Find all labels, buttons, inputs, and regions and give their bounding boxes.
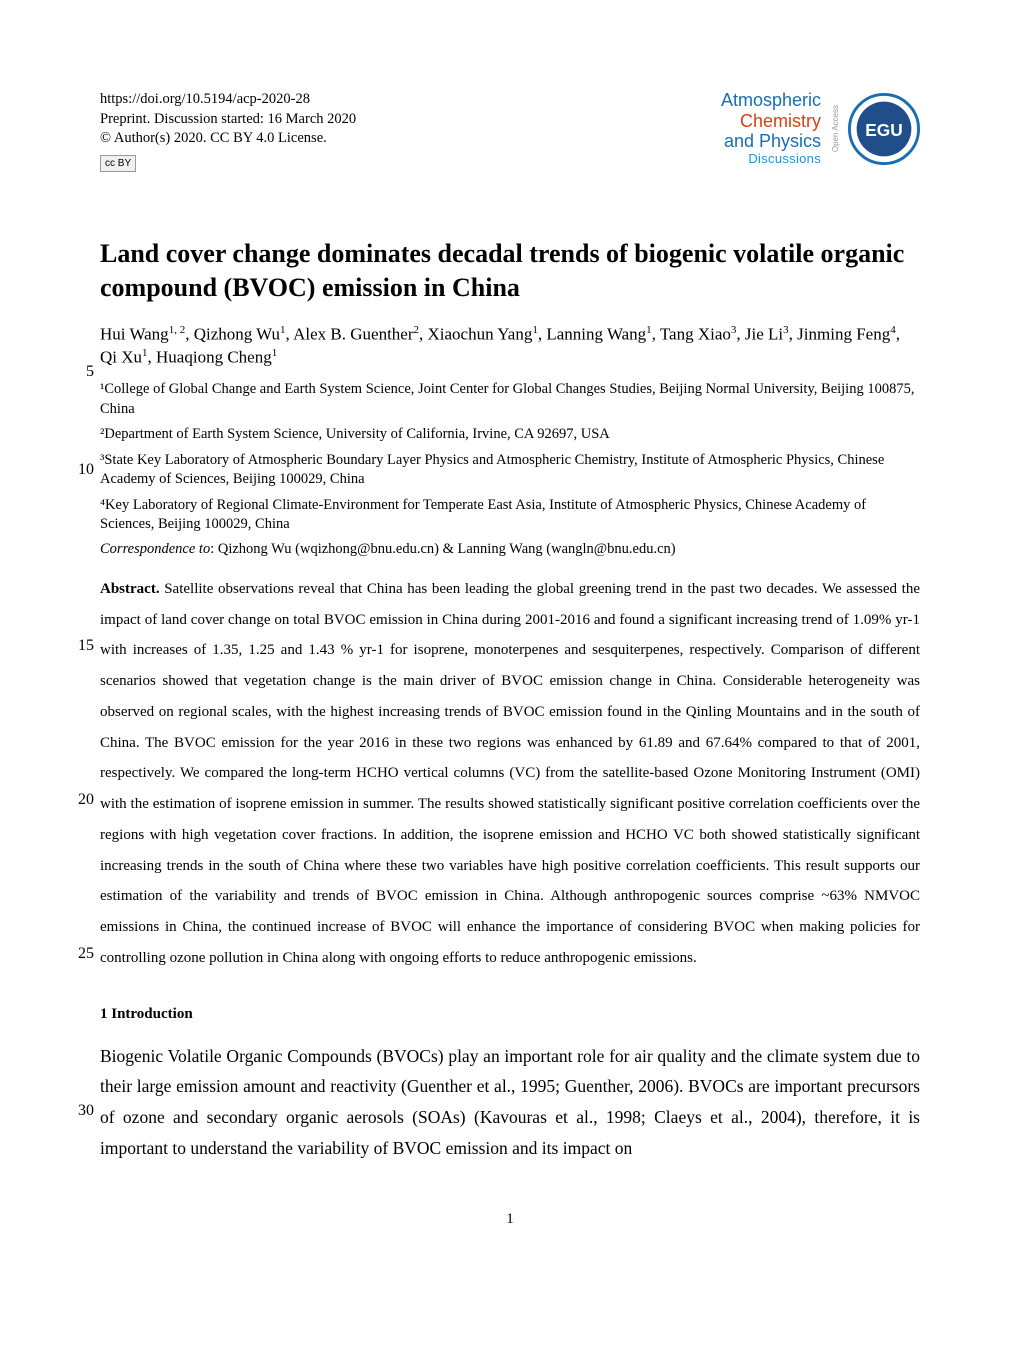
section-1-heading: 1 Introduction — [100, 1006, 920, 1023]
doi-link[interactable]: https://doi.org/10.5194/acp-2020-28 — [100, 90, 356, 110]
line-number-5: 5 — [72, 363, 94, 381]
section-1-body: Biogenic Volatile Organic Compounds (BVO… — [100, 1041, 920, 1164]
affiliation-4: ⁴Key Laboratory of Regional Climate-Envi… — [100, 496, 920, 535]
affiliation-2: ²Department of Earth System Science, Uni… — [100, 425, 920, 445]
affiliation-1: ¹College of Global Change and Earth Syst… — [100, 380, 920, 419]
line-number-10: 10 — [72, 461, 94, 479]
line-number-25: 25 — [72, 945, 94, 963]
journal-line-1: Atmospheric — [721, 90, 821, 111]
preprint-date: Preprint. Discussion started: 16 March 2… — [100, 110, 356, 130]
journal-line-2: Chemistry — [721, 111, 821, 132]
open-access-label: Open Access — [831, 105, 840, 152]
abstract-label: Abstract. — [100, 581, 160, 597]
paper-title: Land cover change dominates decadal tren… — [100, 237, 920, 305]
author-list: Hui Wang1, 2, Qizhong Wu1, Alex B. Guent… — [100, 323, 920, 370]
journal-name: Atmospheric Chemistry and Physics Discus… — [721, 90, 821, 167]
journal-line-3: and Physics — [721, 131, 821, 152]
line-number-20: 20 — [72, 791, 94, 809]
header-left: https://doi.org/10.5194/acp-2020-28 Prep… — [100, 90, 356, 172]
line-number-30: 30 — [72, 1102, 94, 1120]
abstract-text: Satellite observations reveal that China… — [100, 581, 920, 966]
preprint-header: https://doi.org/10.5194/acp-2020-28 Prep… — [100, 90, 920, 172]
correspondence-text: : Qizhong Wu (wqizhong@bnu.edu.cn) & Lan… — [210, 541, 675, 557]
egu-logo-icon: EGU — [848, 93, 920, 165]
cc-by-badge-icon: cc BY — [100, 155, 136, 173]
affiliation-3: ³State Key Laboratory of Atmospheric Bou… — [100, 451, 920, 490]
line-number-15: 15 — [72, 637, 94, 655]
journal-line-4: Discussions — [721, 152, 821, 167]
abstract: Abstract. Satellite observations reveal … — [100, 574, 920, 974]
correspondence: Correspondence to: Qizhong Wu (wqizhong@… — [100, 541, 920, 558]
header-right: Atmospheric Chemistry and Physics Discus… — [721, 90, 920, 167]
copyright-line: © Author(s) 2020. CC BY 4.0 License. — [100, 129, 356, 149]
correspondence-label: Correspondence to — [100, 541, 210, 557]
svg-text:EGU: EGU — [865, 120, 902, 140]
page-number: 1 — [100, 1211, 920, 1228]
